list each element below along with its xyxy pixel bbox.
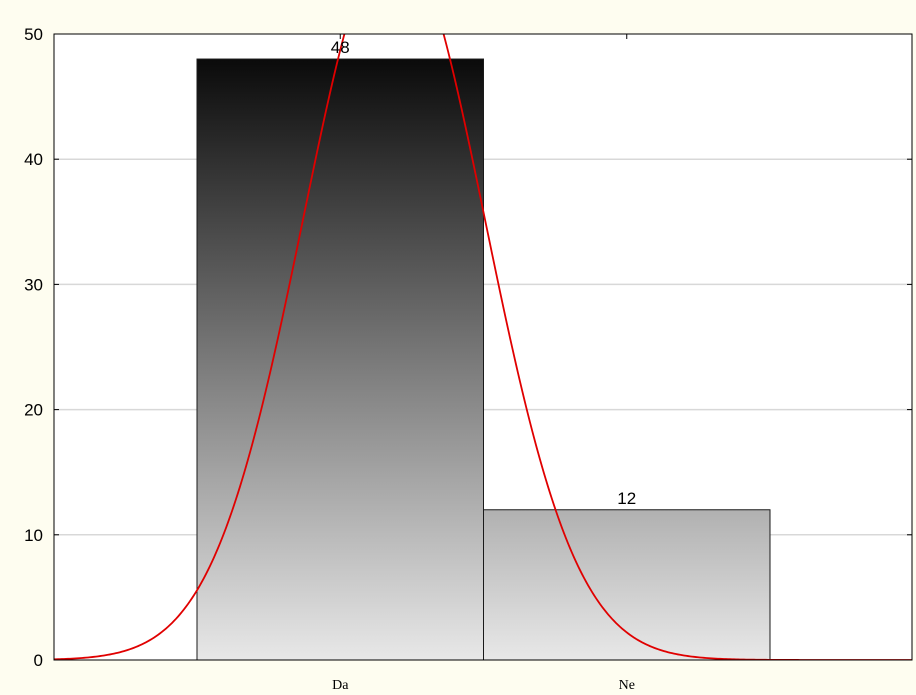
plot-frame: [53, 33, 913, 661]
labels: 0 10 20 30 40 50 48 Da 12 Ne: [24, 25, 636, 693]
y-tick-label: 40: [24, 150, 43, 169]
y-tick-label: 50: [24, 25, 43, 44]
y-tick-label: 10: [24, 526, 43, 545]
y-tick-label: 30: [24, 275, 43, 294]
bars: [196, 58, 771, 661]
bar-ne: [483, 509, 771, 661]
data-label-ne: 12: [617, 489, 636, 508]
data-label-da: 48: [331, 38, 350, 57]
y-tick-label: 20: [24, 401, 43, 420]
axes: [53, 33, 913, 661]
bar-da: [196, 58, 484, 661]
x-category-label-ne: Ne: [619, 678, 635, 693]
y-tick-label: 0: [34, 651, 43, 670]
x-category-label-da: Da: [332, 678, 349, 693]
